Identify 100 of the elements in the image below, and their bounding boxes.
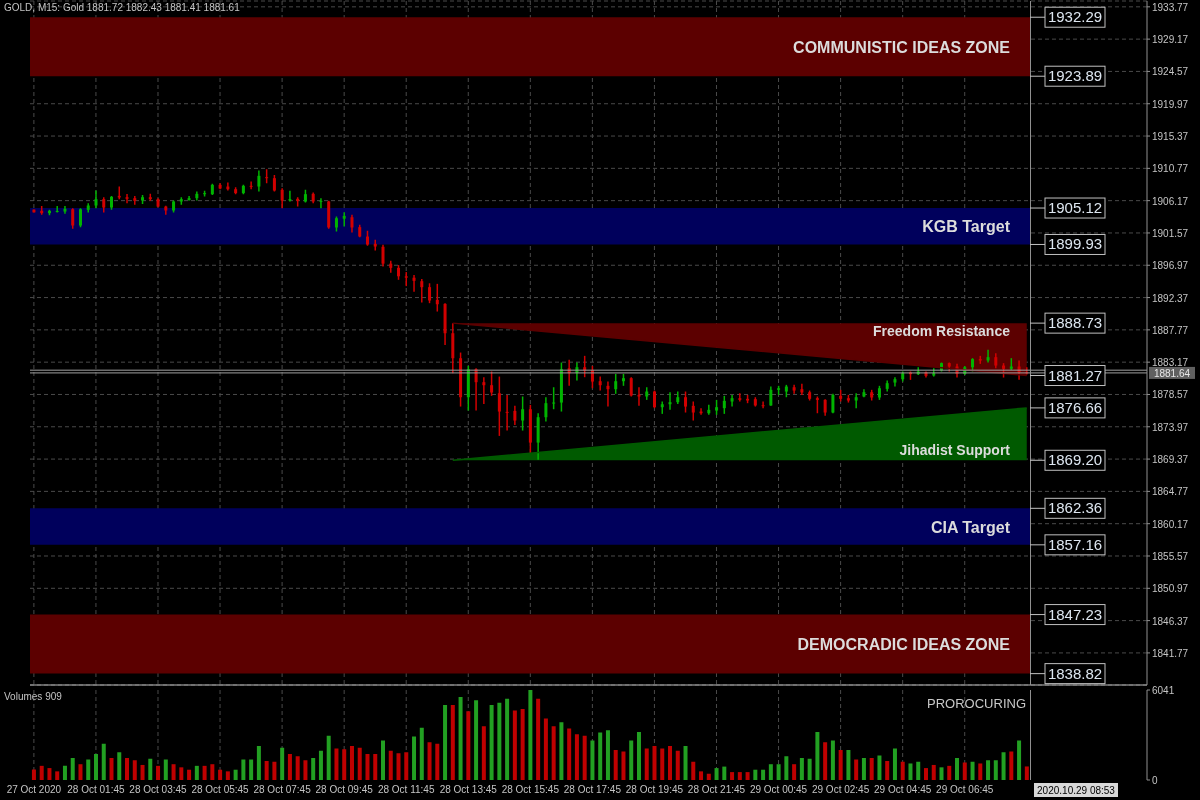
bar <box>194 765 199 780</box>
bar <box>652 746 657 780</box>
bar <box>388 750 393 780</box>
x-tick-label: 29 Oct 04:45 <box>874 784 932 795</box>
bar <box>256 746 261 780</box>
y-tick-label: 1929.17 <box>1152 34 1189 46</box>
ref-line-label: 1881.64 <box>1153 367 1191 379</box>
y-tick-label: 1915.37 <box>1152 131 1189 143</box>
bar <box>31 769 36 780</box>
y-tick-label: 1892.37 <box>1152 292 1189 304</box>
y-tick-label: 1846.37 <box>1152 615 1189 627</box>
bar <box>218 769 223 780</box>
y2-tick-label: 1923.89 <box>1047 67 1103 85</box>
bar <box>1017 740 1022 780</box>
bar <box>109 757 114 780</box>
bar <box>93 753 98 780</box>
y2-tick-label: 1876.66 <box>1047 398 1103 416</box>
x-tick-label: 28 Oct 05:45 <box>191 784 250 795</box>
bar <box>776 764 781 780</box>
bar <box>784 756 789 780</box>
bar <box>543 718 548 780</box>
bar <box>908 763 913 780</box>
bar <box>156 765 161 780</box>
band-label: DEMOCRADIC IDEAS ZONE <box>797 636 1011 654</box>
x-tick-label: 28 Oct 01:45 <box>67 784 125 795</box>
bar <box>877 755 882 780</box>
bar <box>272 761 277 780</box>
x-tick-label: 28 Oct 19:45 <box>625 784 684 795</box>
y2-tick-label: 1899.93 <box>1047 235 1103 253</box>
bar <box>699 771 704 780</box>
bar <box>39 765 44 780</box>
bar <box>869 757 874 780</box>
y-tick-label: 1850.97 <box>1152 583 1189 595</box>
y-tick-label: 1919.97 <box>1152 98 1189 110</box>
bar <box>396 753 401 780</box>
bar <box>644 748 649 780</box>
y-tick-label: 1924.57 <box>1152 66 1189 78</box>
y-tick-label: 1887.77 <box>1152 324 1189 336</box>
x-tick-label: 28 Oct 07:45 <box>253 784 312 795</box>
bar <box>567 728 572 780</box>
bar <box>838 750 843 780</box>
bar <box>117 752 122 780</box>
bar <box>140 764 145 780</box>
bar <box>629 740 634 780</box>
x-tick-label: 28 Oct 15:45 <box>501 784 560 795</box>
bar <box>55 771 60 780</box>
bar <box>520 708 525 780</box>
bar <box>287 753 292 780</box>
bar <box>70 757 75 780</box>
bar <box>605 730 610 780</box>
bar <box>830 740 835 780</box>
y-tick-label: 1860.17 <box>1152 518 1189 530</box>
band-label: COMMUNISTIC IDEAS ZONE <box>793 38 1011 56</box>
bar <box>536 698 541 780</box>
bar <box>722 766 727 780</box>
band-label: CIA Target <box>930 518 1011 536</box>
text: 2020.10.29 08:53 <box>1037 785 1116 796</box>
y2-tick-label: 1862.36 <box>1047 499 1103 517</box>
y-tick-label: 6041 <box>1152 685 1175 696</box>
y-tick-label: 1878.57 <box>1152 389 1189 401</box>
bar <box>900 761 905 780</box>
bar <box>823 742 828 780</box>
bar <box>427 742 432 780</box>
bar <box>955 757 960 780</box>
bar <box>947 765 952 780</box>
y2-tick-label: 1905.12 <box>1047 199 1103 217</box>
x-tick-label: 28 Oct 09:45 <box>315 784 374 795</box>
y2-tick-label: 1888.73 <box>1047 314 1103 332</box>
bar <box>706 773 711 780</box>
bar <box>435 743 440 780</box>
bar <box>636 731 641 780</box>
bar <box>574 734 579 780</box>
bar <box>761 769 766 780</box>
x-tick-label: 28 Oct 21:45 <box>687 784 746 795</box>
bar <box>815 731 820 780</box>
y2-tick-label: 1857.16 <box>1047 535 1103 553</box>
bar <box>489 704 494 780</box>
bar <box>210 764 215 780</box>
bar <box>233 769 238 780</box>
bar <box>225 771 230 780</box>
bar <box>753 769 758 780</box>
bar <box>466 711 471 780</box>
bar <box>171 764 176 780</box>
bar <box>349 746 354 780</box>
bar <box>1001 752 1006 780</box>
y2-tick-label: 1847.23 <box>1047 605 1103 623</box>
bar <box>295 756 300 780</box>
bar <box>745 772 750 780</box>
bar <box>737 772 742 780</box>
y-tick-label: 1841.77 <box>1152 647 1189 659</box>
bar <box>443 704 448 780</box>
x-tick-label: 28 Oct 17:45 <box>563 784 622 795</box>
bar <box>1024 766 1029 780</box>
x-tick-label: 29 Oct 06:45 <box>936 784 994 795</box>
y-tick-label: 1883.17 <box>1152 357 1189 369</box>
bar <box>978 763 983 780</box>
y2-tick-label: 1932.29 <box>1047 8 1103 26</box>
bar <box>381 740 385 780</box>
bar <box>613 750 618 780</box>
bar <box>497 702 502 780</box>
